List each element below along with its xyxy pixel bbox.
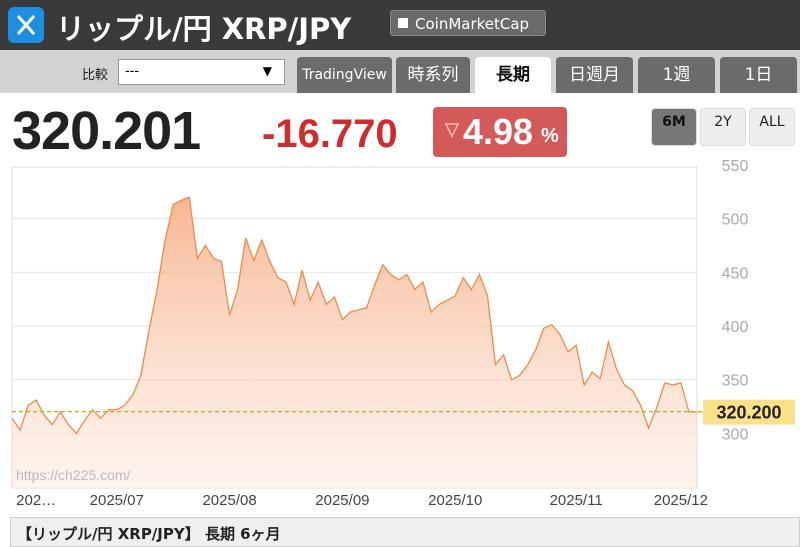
x-tick-label: 2025/07 bbox=[90, 492, 144, 509]
y-tick-label: 350 bbox=[722, 373, 749, 390]
area-fill bbox=[12, 197, 697, 487]
watermark: https://ch225.com/ bbox=[16, 467, 131, 483]
price: 320.201 bbox=[12, 101, 201, 161]
tab[interactable]: 長期 bbox=[475, 57, 551, 93]
down-triangle: ▽ bbox=[445, 119, 459, 139]
coinmarketcap-link[interactable]: CoinMarketCap bbox=[390, 10, 546, 36]
y-tick-label: 500 bbox=[722, 212, 749, 229]
x-tick-label: 2025/08 bbox=[202, 492, 256, 509]
footer-caption: 【リップル/円 XRP/JPY】 長期 6ヶ月 bbox=[10, 517, 800, 547]
tab[interactable]: 日週月 bbox=[556, 57, 633, 93]
x-icon[interactable] bbox=[8, 7, 44, 43]
chart: 300 350 400 450 500 550 202… 2025/07 2025/08 2025… bbox=[11, 158, 795, 509]
compare-label: 比較 bbox=[82, 68, 109, 83]
y-tick-label: 450 bbox=[722, 265, 749, 282]
last-price-box bbox=[703, 399, 795, 425]
compare-select[interactable]: --- bbox=[118, 59, 285, 85]
range-button[interactable]: ALL bbox=[749, 108, 795, 146]
price-line bbox=[11, 196, 697, 435]
tab[interactable]: 時系列 bbox=[396, 57, 470, 93]
x-tick-label: 2025/09 bbox=[315, 492, 369, 509]
y-tick-label: 550 bbox=[722, 158, 749, 175]
range-button[interactable]: 2Y bbox=[700, 108, 746, 146]
y-tick-label: 400 bbox=[722, 319, 749, 336]
tab[interactable]: 1週 bbox=[638, 57, 715, 93]
change-percent: 4.98 bbox=[463, 111, 534, 152]
x-tick-label: 202… bbox=[16, 492, 56, 509]
price-change: -16.770 bbox=[262, 112, 398, 156]
change-badge: ▽ 4.98 % bbox=[433, 107, 567, 157]
top-bar: リップル/円 XRP/JPY CoinMarketCap bbox=[0, 0, 800, 50]
x-tick-label: 2025/10 bbox=[428, 492, 482, 509]
percent-unit: % bbox=[541, 125, 559, 147]
tab[interactable]: 1日 bbox=[720, 57, 797, 93]
last-price-label: 320.200 bbox=[716, 403, 781, 423]
y-tick-label: 300 bbox=[722, 426, 749, 443]
x-tick-label: 2025/11 bbox=[550, 492, 603, 509]
range-button[interactable]: 6M bbox=[651, 108, 697, 146]
x-tick-label: 2025/12 bbox=[654, 492, 708, 509]
page-title: リップル/円 XRP/JPY bbox=[56, 12, 352, 46]
tab[interactable]: TradingView bbox=[297, 57, 392, 93]
